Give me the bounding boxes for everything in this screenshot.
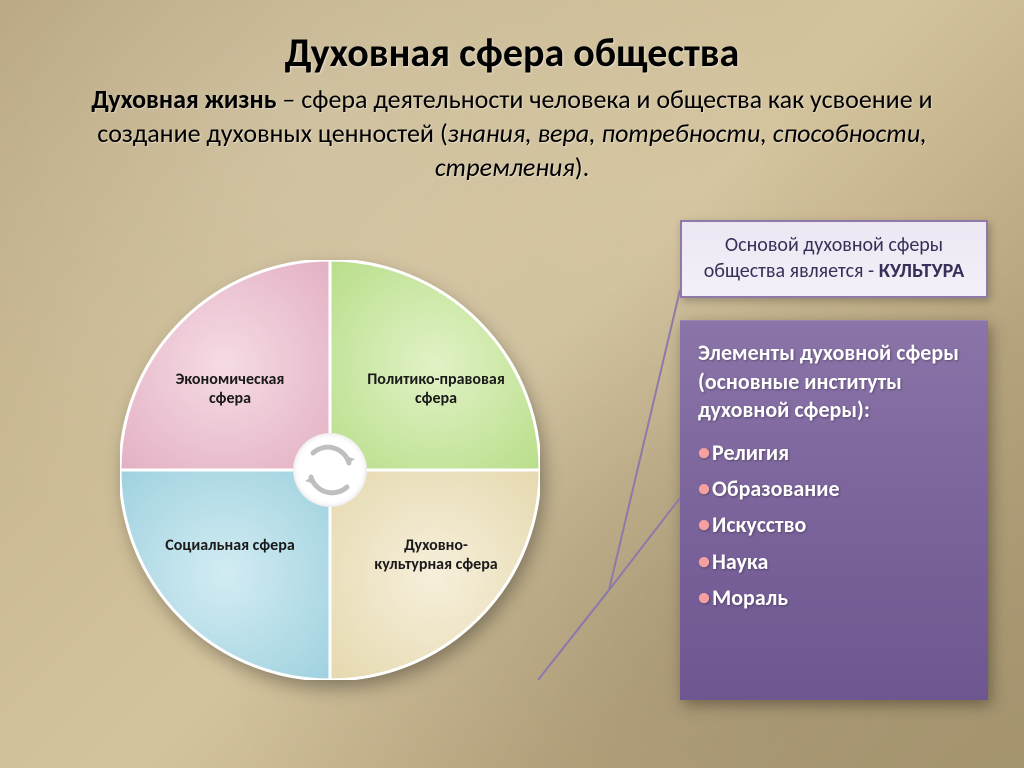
elements-title: Элементы духовной сферы (основные инстит… — [698, 339, 970, 425]
pie-label-economic: Экономическая сфера — [160, 370, 300, 408]
pie-label-spiritual: Духовно-культурная сфера — [366, 536, 506, 574]
definition-italic: знания, вера, потребности, способности, … — [435, 117, 927, 183]
pie-label-political: Политико-правовая сфера — [366, 370, 506, 408]
elements-item: Мораль — [698, 580, 970, 616]
content-area: Политико-правовая сфера Духовно-культурна… — [0, 230, 1024, 768]
spheres-pie: Политико-правовая сфера Духовно-культурна… — [120, 260, 540, 680]
page-title: Духовная сфера общества — [0, 0, 1024, 77]
elements-box: Элементы духовной сферы (основные инстит… — [680, 320, 988, 700]
elements-item: Образование — [698, 471, 970, 507]
pie-center — [293, 433, 367, 507]
pie-label-social: Социальная сфера — [160, 536, 300, 555]
definition-lead: Духовная жизнь — [91, 83, 276, 115]
elements-item: Искусство — [698, 507, 970, 543]
basis-box: Основой духовной сферы общества является… — [680, 220, 988, 298]
cycle-arrows — [293, 433, 367, 507]
elements-item: Наука — [698, 544, 970, 580]
definition-text: Духовная жизнь – сфера деятельности чело… — [0, 77, 1024, 184]
definition-body-2: ). — [575, 151, 589, 183]
elements-item: Религия — [698, 435, 970, 471]
elements-list: РелигияОбразованиеИскусствоНаукаМораль — [698, 435, 970, 616]
basis-culture: КУЛЬТУРА — [879, 259, 965, 283]
